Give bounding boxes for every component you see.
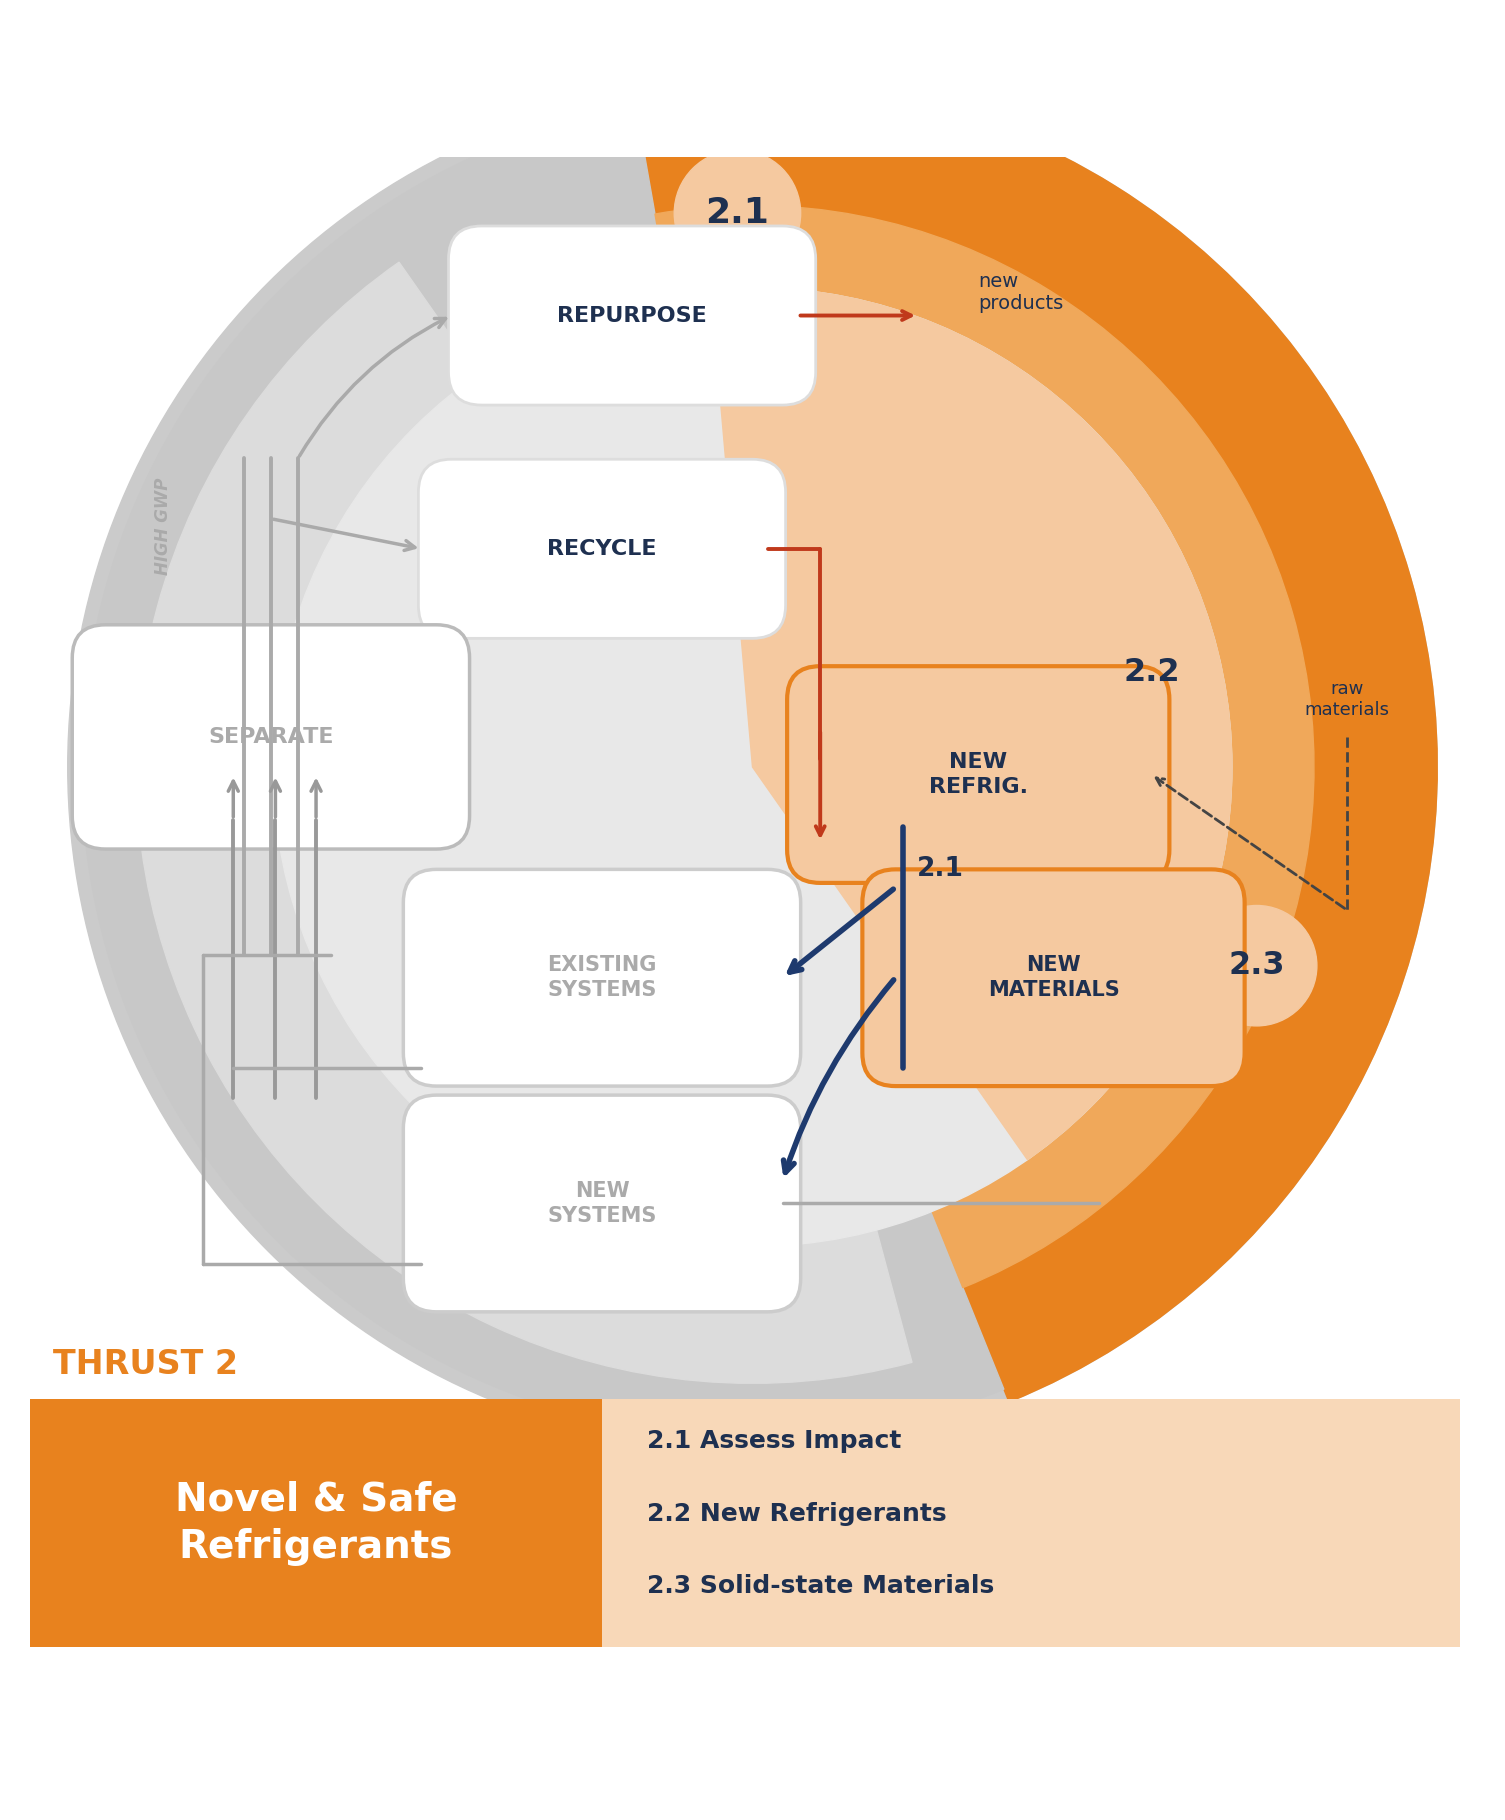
Text: EXISTING
SYSTEMS: EXISTING SYSTEMS [548, 956, 656, 1001]
Circle shape [1196, 906, 1317, 1026]
Text: REPURPOSE: REPURPOSE [557, 306, 707, 326]
Circle shape [1094, 615, 1209, 730]
Text: NEW
REFRIG.: NEW REFRIG. [929, 752, 1028, 797]
Text: NEW
MATERIALS: NEW MATERIALS [987, 956, 1120, 1001]
Text: 2.1 Assess Impact: 2.1 Assess Impact [647, 1429, 901, 1452]
FancyBboxPatch shape [72, 624, 470, 850]
Wedge shape [655, 206, 1314, 1289]
FancyBboxPatch shape [403, 870, 801, 1087]
FancyBboxPatch shape [418, 459, 786, 639]
Text: 2.1: 2.1 [917, 857, 965, 883]
Text: 2.3: 2.3 [1228, 950, 1285, 981]
Text: NEW
SYSTEMS: NEW SYSTEMS [548, 1181, 656, 1227]
Text: new
products: new products [978, 273, 1064, 313]
Text: THRUST 2: THRUST 2 [53, 1349, 238, 1381]
FancyBboxPatch shape [862, 870, 1245, 1087]
Text: 2.2: 2.2 [1123, 657, 1180, 688]
Bar [602, 1400, 1460, 1647]
Circle shape [674, 149, 801, 277]
FancyBboxPatch shape [403, 1096, 801, 1312]
FancyBboxPatch shape [448, 226, 816, 406]
FancyBboxPatch shape [787, 666, 1169, 883]
Text: 2.1: 2.1 [706, 197, 769, 229]
Wedge shape [634, 82, 1437, 1401]
Text: raw
materials: raw materials [1305, 681, 1389, 719]
Circle shape [68, 82, 1437, 1452]
Text: 2.3 Solid-state Materials: 2.3 Solid-state Materials [647, 1574, 995, 1598]
Wedge shape [710, 288, 1231, 1159]
Wedge shape [81, 106, 1004, 1438]
Text: SEPARATE: SEPARATE [208, 726, 334, 746]
Text: 2.2 New Refrigerants: 2.2 New Refrigerants [647, 1502, 947, 1525]
Text: RECYCLE: RECYCLE [548, 539, 656, 559]
Circle shape [274, 288, 1231, 1247]
Text: Novel & Safe
Refrigerants: Novel & Safe Refrigerants [175, 1481, 458, 1565]
Bar [30, 1400, 602, 1647]
Wedge shape [137, 262, 912, 1383]
Text: HIGH GWP: HIGH GWP [154, 477, 172, 575]
